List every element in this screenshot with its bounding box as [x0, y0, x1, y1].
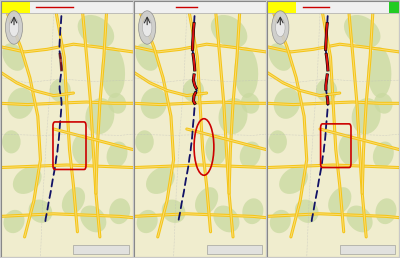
Ellipse shape: [136, 43, 159, 71]
Bar: [74, 245, 129, 254]
Bar: [207, 245, 262, 254]
Ellipse shape: [72, 134, 93, 165]
Ellipse shape: [218, 98, 248, 134]
Ellipse shape: [137, 210, 158, 233]
Bar: [1, 1, 30, 13]
Ellipse shape: [28, 199, 52, 223]
Ellipse shape: [338, 134, 360, 165]
Circle shape: [276, 18, 285, 37]
Ellipse shape: [211, 15, 247, 48]
Ellipse shape: [2, 130, 21, 154]
Ellipse shape: [50, 79, 71, 102]
Ellipse shape: [140, 88, 167, 119]
Ellipse shape: [162, 199, 186, 223]
Ellipse shape: [328, 187, 351, 215]
Bar: [267, 1, 296, 13]
Ellipse shape: [106, 142, 128, 168]
Ellipse shape: [205, 134, 226, 165]
Ellipse shape: [368, 47, 391, 98]
Ellipse shape: [85, 98, 114, 134]
Bar: [1, 1, 133, 13]
Ellipse shape: [242, 198, 263, 224]
Ellipse shape: [109, 198, 130, 224]
Bar: [389, 1, 399, 13]
Ellipse shape: [374, 93, 392, 114]
Ellipse shape: [213, 206, 240, 232]
Ellipse shape: [274, 88, 300, 119]
Ellipse shape: [346, 206, 373, 232]
Ellipse shape: [270, 210, 291, 233]
Ellipse shape: [268, 130, 287, 154]
Ellipse shape: [62, 187, 85, 215]
Ellipse shape: [108, 93, 126, 114]
Ellipse shape: [352, 98, 381, 134]
Bar: [134, 1, 266, 13]
Ellipse shape: [269, 43, 292, 71]
Ellipse shape: [373, 142, 394, 168]
Ellipse shape: [4, 210, 24, 233]
Ellipse shape: [146, 167, 175, 194]
Ellipse shape: [279, 167, 308, 194]
Ellipse shape: [234, 47, 258, 98]
Circle shape: [9, 18, 19, 37]
Ellipse shape: [295, 199, 318, 223]
Circle shape: [138, 11, 156, 44]
Ellipse shape: [240, 142, 261, 168]
Ellipse shape: [78, 15, 114, 48]
Ellipse shape: [376, 198, 396, 224]
Circle shape: [6, 11, 22, 44]
Ellipse shape: [13, 167, 42, 194]
Ellipse shape: [2, 43, 26, 71]
Ellipse shape: [8, 88, 34, 119]
Ellipse shape: [101, 47, 125, 98]
Bar: [267, 1, 399, 13]
Circle shape: [142, 18, 152, 37]
Ellipse shape: [183, 79, 204, 102]
Ellipse shape: [344, 15, 380, 48]
Bar: [340, 245, 395, 254]
Ellipse shape: [316, 79, 337, 102]
Circle shape: [272, 11, 289, 44]
Ellipse shape: [195, 187, 218, 215]
Ellipse shape: [80, 206, 106, 232]
Ellipse shape: [135, 130, 154, 154]
Ellipse shape: [241, 93, 260, 114]
